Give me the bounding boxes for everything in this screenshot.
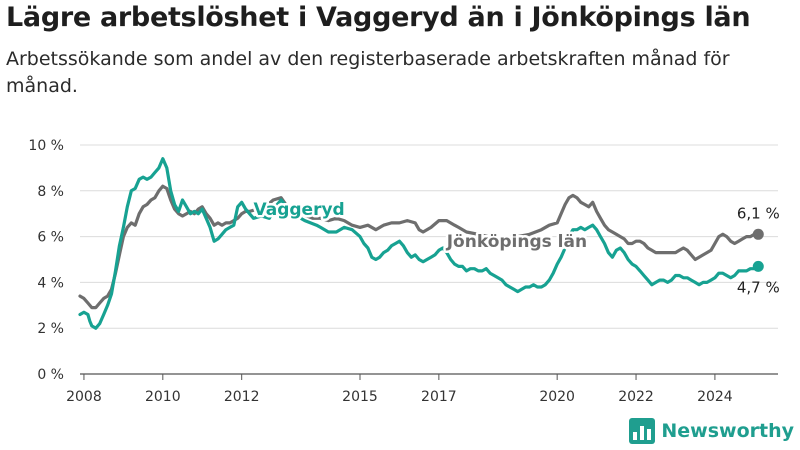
y-tick-label: 0 % [37, 367, 64, 383]
chart-subtitle: Arbetssökande som andel av den registerb… [6, 48, 730, 97]
chart-title: Lägre arbetslöshet i Vaggeryd än i Jönkö… [6, 2, 751, 33]
y-tick-label: 6 % [37, 230, 64, 246]
x-tick-label: 2015 [342, 389, 378, 405]
series-line-vaggeryd [78, 157, 760, 330]
y-tick-label: 10 % [28, 138, 64, 154]
end-label-vaggeryd: 4,7 % [737, 278, 780, 296]
y-tick-label: 2 % [37, 321, 64, 337]
end-point-jonkopings-lan [752, 228, 764, 240]
series-label-vaggeryd: Vaggeryd [254, 200, 345, 220]
x-tick-label: 2022 [618, 389, 654, 405]
x-tick-label: 2024 [697, 389, 733, 405]
x-axis: 2008 2010 2012 2015 2017 2020 2022 2024 [66, 373, 778, 405]
series-line-jonkopings-lan [78, 184, 760, 310]
x-tick-label: 2012 [224, 389, 260, 405]
series-label-jonkopings-lan: Jönköpings län [446, 232, 587, 252]
newsworthy-logo-icon [629, 418, 656, 444]
brand-name: Newsworthy [661, 420, 794, 442]
y-axis-ticks: 0 % 2 % 4 % 6 % 8 % 10 % [28, 138, 64, 383]
end-label-jonkopings-lan: 6,1 % [737, 204, 780, 222]
y-tick-label: 4 % [37, 275, 64, 291]
series-lines [78, 157, 764, 330]
end-point-vaggeryd [752, 260, 764, 272]
grid-lines [80, 144, 778, 329]
x-tick-label: 2010 [145, 389, 181, 405]
x-tick-label: 2008 [66, 389, 102, 405]
x-tick-label: 2017 [421, 389, 457, 405]
y-tick-label: 8 % [37, 184, 64, 200]
newsworthy-brand: Newsworthy [629, 418, 794, 444]
x-tick-label: 2020 [539, 389, 575, 405]
series-labels: Vaggeryd Jönköpings län 6,1 % 4,7 % [251, 198, 780, 297]
